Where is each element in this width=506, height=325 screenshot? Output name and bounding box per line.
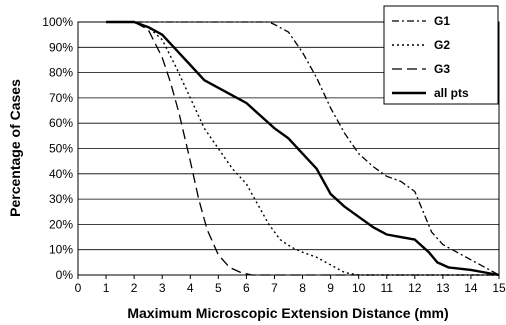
y-tick-label: 40% <box>49 167 73 181</box>
x-tick-label: 10 <box>352 281 366 295</box>
y-tick-label: 30% <box>49 192 73 206</box>
x-tick-label: 9 <box>327 281 334 295</box>
legend-label: all pts <box>434 86 469 100</box>
x-tick-label: 14 <box>464 281 478 295</box>
y-tick-label: 10% <box>49 243 73 257</box>
series-lines <box>106 20 500 277</box>
x-tick-label: 3 <box>159 281 166 295</box>
y-tick-label: 70% <box>49 91 73 105</box>
legend-label: G2 <box>434 38 450 52</box>
y-tick-labels: 0% 10% 20% 30% 40% 50% 60% 70% 80% 90% 100% <box>42 15 73 282</box>
y-axis-title-group: Percentage of Cases <box>7 79 23 217</box>
x-tick-label: 13 <box>436 281 450 295</box>
y-tick-label: 20% <box>49 217 73 231</box>
x-tick-label: 6 <box>243 281 250 295</box>
x-tick-label: 1 <box>103 281 110 295</box>
x-tick-label: 0 <box>75 281 82 295</box>
series-line-all-pts <box>106 20 500 277</box>
y-tick-label: 80% <box>49 66 73 80</box>
plot-frame <box>77 21 500 276</box>
y-tick-label: 90% <box>49 40 73 54</box>
x-tick-label: 2 <box>131 281 138 295</box>
y-tick-label: 0% <box>56 268 74 282</box>
x-tick-label: 15 <box>492 281 506 295</box>
legend-label: G3 <box>434 62 450 76</box>
x-tick-label: 8 <box>299 281 306 295</box>
x-tick-label: 12 <box>408 281 422 295</box>
series-line-g3 <box>106 21 499 276</box>
legend-box <box>383 5 499 105</box>
legend-label: G1 <box>434 14 450 28</box>
y-tick-label: 100% <box>42 15 73 29</box>
series-line-g1 <box>106 21 500 276</box>
x-tick-label: 5 <box>215 281 222 295</box>
y-tick-label: 60% <box>49 116 73 130</box>
x-tick-label: 11 <box>380 281 393 295</box>
x-tick-labels: 0 1 2 3 4 5 6 7 8 9 10 11 12 13 14 15 <box>75 275 506 295</box>
legend: G1 G2 G3 all pts <box>383 5 499 105</box>
x-axis-title: Maximum Microscopic Extension Distance (… <box>127 305 448 321</box>
x-tick-label: 7 <box>271 281 278 295</box>
y-axis-title: Percentage of Cases <box>7 79 23 217</box>
y-tick-label: 50% <box>49 142 73 156</box>
x-tick-label: 4 <box>187 281 194 295</box>
